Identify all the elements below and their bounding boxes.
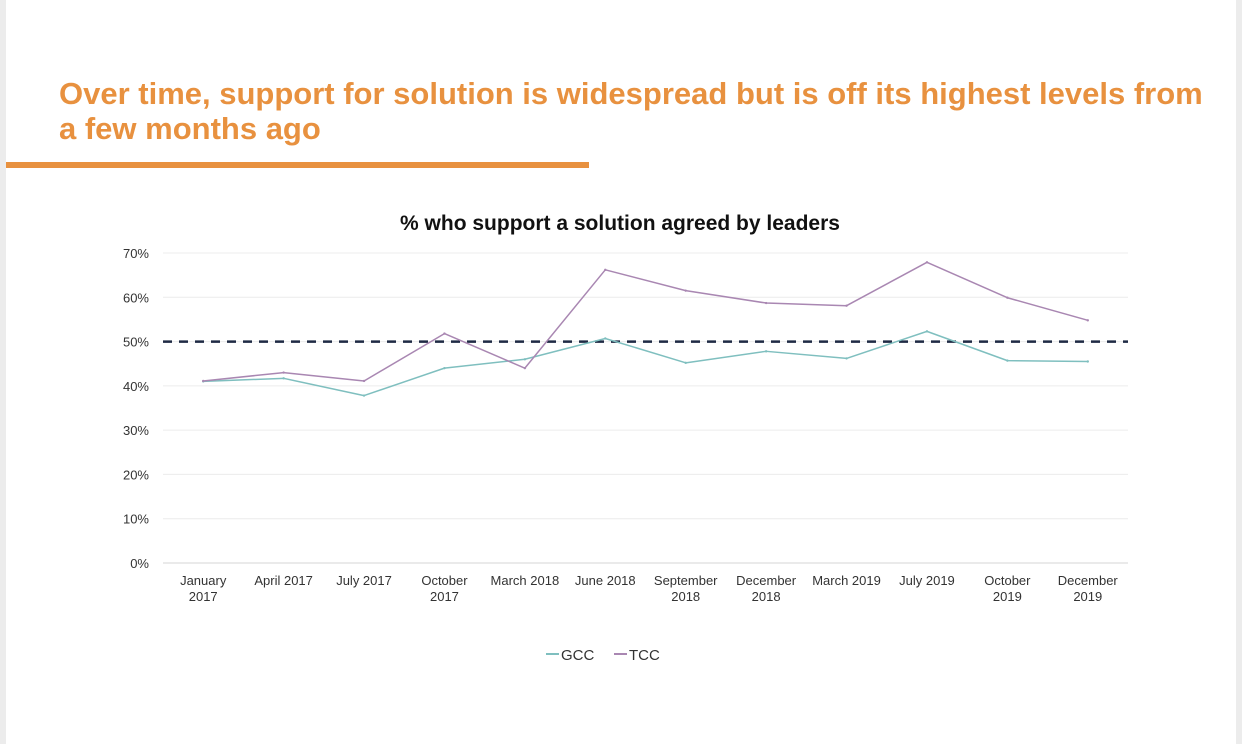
data-point-gcc — [764, 350, 768, 353]
y-tick-label: 40% — [123, 379, 149, 394]
y-tick-label: 10% — [123, 512, 149, 527]
x-tick-label: October 2019 — [984, 573, 1031, 604]
x-tick-label: January 2017 — [180, 573, 227, 604]
data-point-tcc — [362, 379, 366, 383]
data-point-tcc — [202, 379, 205, 383]
x-tick-label: July 2019 — [899, 573, 955, 588]
data-point-gcc — [925, 330, 929, 333]
y-tick-label: 70% — [123, 246, 149, 261]
data-point-gcc — [1086, 360, 1089, 363]
data-point-gcc — [523, 358, 527, 361]
x-tick-label: October 2017 — [421, 573, 468, 604]
legend-label-gcc: GCC — [561, 647, 595, 664]
x-tick-label: March 2019 — [812, 573, 881, 588]
data-point-tcc — [764, 301, 768, 305]
data-point-tcc — [443, 332, 446, 335]
data-point-gcc — [1006, 359, 1009, 362]
legend-label-tcc: TCC — [629, 647, 660, 664]
x-tick-label: June 2018 — [575, 573, 636, 588]
series-line-gcc — [203, 330, 1088, 397]
y-tick-label: 20% — [123, 467, 149, 482]
x-axis: January 2017 April 2017 July 2017 October 201… — [180, 573, 1118, 604]
slide-headline: Over time, support for solution is wides… — [59, 76, 1203, 146]
y-tick-label: 60% — [123, 290, 149, 305]
data-point-tcc — [925, 261, 929, 264]
slide: Over time, support for solution is wides… — [6, 0, 1236, 744]
data-point-gcc — [604, 337, 607, 340]
gridlines — [163, 252, 1128, 564]
y-tick-label: 50% — [123, 335, 149, 350]
x-tick-label: July 2017 — [336, 573, 392, 588]
data-point-gcc — [443, 366, 446, 370]
x-tick-label: March 2018 — [491, 573, 560, 588]
data-point-gcc — [282, 377, 285, 380]
data-point-gcc — [362, 394, 366, 397]
x-tick-label: December 2019 — [1058, 573, 1119, 604]
data-point-tcc — [604, 268, 607, 272]
x-tick-label: September 2018 — [654, 573, 718, 604]
data-point-gcc — [845, 357, 848, 360]
headline-underline — [6, 162, 589, 168]
series-line-tcc — [203, 261, 1088, 382]
data-point-tcc — [523, 366, 527, 370]
x-tick-label: December 2018 — [736, 573, 797, 604]
y-tick-label: 0% — [130, 556, 149, 571]
data-point-gcc — [684, 361, 687, 365]
legend: GCC TCC — [546, 647, 660, 664]
data-point-tcc — [1006, 296, 1009, 299]
x-tick-label: April 2017 — [254, 573, 313, 588]
chart-title: % who support a solution agreed by leade… — [400, 212, 840, 235]
data-point-tcc — [845, 304, 848, 307]
data-point-tcc — [684, 289, 687, 292]
data-point-tcc — [1086, 319, 1089, 322]
series-lines — [202, 261, 1089, 397]
data-point-tcc — [282, 371, 285, 374]
y-axis: 0% 10% 20% 30% 40% 50% 60% 70% — [123, 246, 149, 571]
y-tick-label: 30% — [123, 423, 149, 438]
